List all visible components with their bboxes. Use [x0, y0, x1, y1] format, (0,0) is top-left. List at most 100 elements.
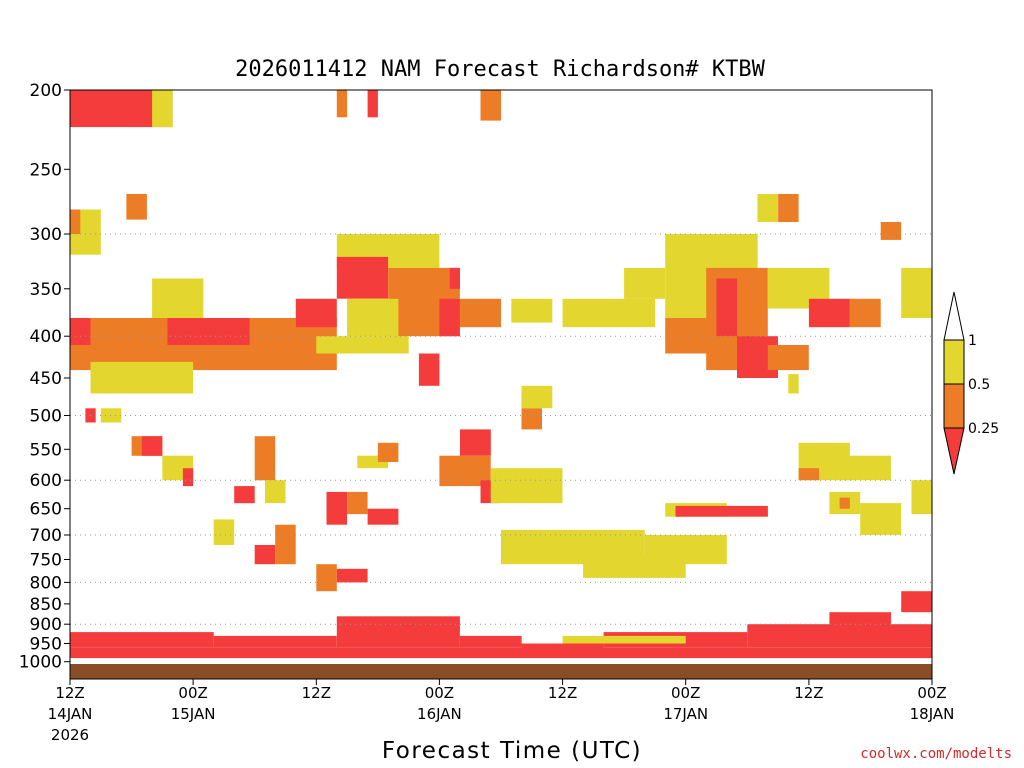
y-tick-label: 700	[30, 526, 62, 546]
chart-title: 2026011412 NAM Forecast Richardson# KTBW	[235, 57, 766, 82]
colorbar-swatch-0.5-1	[943, 339, 965, 385]
heatmap-cell	[90, 361, 194, 394]
heatmap-cell	[849, 298, 881, 328]
heatmap-cell	[808, 298, 850, 328]
heatmap-cell	[367, 90, 378, 118]
y-tick-label: 750	[30, 551, 62, 571]
heatmap-cell	[377, 442, 399, 462]
heatmap-cell	[490, 468, 563, 504]
heatmap-cell	[460, 429, 491, 456]
heatmap-cell	[624, 267, 666, 299]
colorbar-bottom-arrow	[943, 427, 965, 475]
heatmap-cell	[326, 491, 347, 525]
heatmap-cell	[439, 298, 460, 337]
heatmap-cell	[336, 568, 368, 583]
heatmap-cell	[70, 647, 932, 659]
plot-frame	[69, 89, 933, 680]
terrain-band	[70, 664, 932, 679]
heatmap-cell	[265, 480, 286, 504]
heatmap-cell	[275, 524, 296, 565]
heatmap-cell	[511, 298, 553, 323]
heatmap-cell	[182, 468, 194, 487]
heatmap-cell	[562, 298, 655, 328]
y-tick-label: 350	[30, 280, 62, 300]
x-tick-time: 00Z	[425, 684, 454, 702]
heatmap-cell	[141, 436, 163, 456]
heatmap-cell	[336, 616, 460, 648]
heatmap-cell	[860, 503, 902, 535]
heatmap-cell	[213, 635, 337, 648]
heatmap-cell	[778, 194, 799, 222]
heatmap-cell	[901, 591, 932, 613]
heatmap-cell	[100, 408, 122, 423]
x-axis: 12Z 14JAN 2026 00Z 15JAN 12Z 00Z 16JAN 12Z 00Z 17J…	[48, 679, 955, 744]
colorbar-label-0.5: 0.5	[968, 377, 990, 393]
heatmap-cell	[295, 298, 337, 328]
heatmap-cell	[798, 468, 820, 481]
x-tick-time: 00Z	[671, 684, 700, 702]
heatmap-cell	[562, 635, 686, 644]
y-tick-label: 850	[30, 595, 62, 615]
x-tick-date: 15JAN	[171, 705, 216, 723]
y-tick-label: 400	[30, 327, 62, 347]
heatmap-cell	[449, 267, 460, 289]
heatmap-cell	[747, 624, 932, 648]
y-tick-label: 600	[30, 471, 62, 491]
heatmap-cell	[460, 298, 501, 328]
heatmap-cell	[213, 519, 235, 545]
heatmap-cell	[839, 497, 850, 509]
heatmap-cell	[152, 90, 173, 128]
heatmap-cell	[70, 632, 214, 648]
y-tick-label: 1000	[19, 653, 62, 673]
heatmap-cell	[254, 436, 276, 481]
heatmap-cell	[901, 267, 932, 318]
credit-text: coolwx.com/modelts	[860, 746, 1012, 762]
y-tick-label: 950	[30, 635, 62, 655]
x-tick-time: 12Z	[55, 684, 84, 702]
colorbar-label-0.25: 0.25	[968, 421, 999, 437]
heatmap-cell	[234, 486, 255, 504]
heatmap-cell	[336, 90, 348, 118]
heatmap-cell	[347, 298, 399, 337]
heatmap-cell	[254, 545, 276, 565]
x-tick-time: 12Z	[794, 684, 823, 702]
x-tick-date: 17JAN	[663, 705, 708, 723]
y-tick-label: 250	[30, 160, 62, 180]
x-tick-time: 00Z	[917, 684, 946, 702]
heatmap-cell	[367, 508, 399, 525]
x-tick-date: 14JAN	[48, 705, 93, 723]
heatmap-cells	[70, 90, 932, 659]
colorbar-legend: 1 0.5 0.25	[943, 291, 999, 475]
y-tick-label: 300	[30, 225, 62, 245]
colorbar-swatch-0.25-0.5	[943, 383, 965, 429]
x-tick-time: 00Z	[178, 684, 207, 702]
heatmap-cell	[675, 505, 768, 517]
y-tick-label: 550	[30, 440, 62, 460]
y-tick-label: 650	[30, 500, 62, 520]
heatmap-cell	[418, 353, 440, 386]
heatmap-cell	[521, 408, 542, 430]
x-axis-label: Forecast Time (UTC)	[382, 738, 642, 764]
heatmap-cell	[880, 222, 902, 240]
x-tick-date: 16JAN	[417, 705, 462, 723]
x-tick-time: 12Z	[548, 684, 577, 702]
x-tick-date: 18JAN	[910, 705, 955, 723]
heatmap-cell	[521, 385, 553, 409]
heatmap-cell	[316, 564, 337, 592]
heatmap-cell	[70, 318, 91, 345]
heatmap-cell	[336, 256, 389, 299]
y-tick-label: 900	[30, 615, 62, 635]
heatmap-cell	[767, 345, 809, 371]
heatmap-cell	[347, 491, 368, 515]
heatmap-cell	[788, 374, 799, 394]
y-tick-label: 450	[30, 369, 62, 389]
heatmap-cell	[480, 90, 501, 121]
heatmap-cell	[126, 194, 147, 220]
heatmap-cell	[70, 209, 81, 234]
heatmap-cell	[316, 336, 409, 354]
heatmap-cell	[839, 455, 891, 481]
colorbar-top-arrow	[943, 291, 965, 341]
x-tick-time: 12Z	[302, 684, 331, 702]
y-tick-label: 800	[30, 573, 62, 593]
